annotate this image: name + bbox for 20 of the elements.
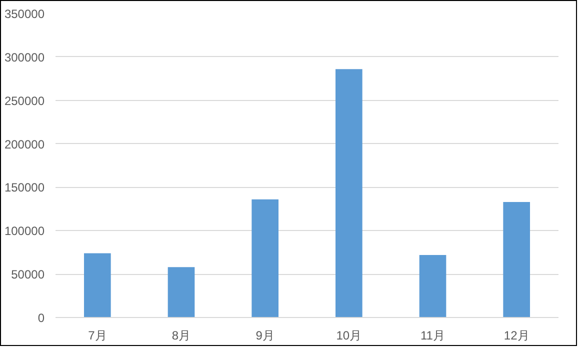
x-tick-label: 8月	[172, 328, 191, 342]
bar	[84, 253, 111, 318]
y-tick-label: 0	[38, 311, 45, 325]
x-tick-label: 7月	[88, 328, 107, 342]
y-tick-label: 100000	[4, 224, 45, 238]
x-tick-label: 12月	[504, 328, 530, 342]
y-tick-label: 300000	[4, 50, 45, 64]
bar	[252, 199, 278, 318]
y-tick-label: 150000	[4, 180, 45, 195]
bar	[503, 202, 530, 318]
x-tick-label: 10月	[336, 328, 362, 342]
y-tick-label: 50000	[11, 268, 45, 282]
bar	[419, 254, 446, 318]
y-tick-label: 250000	[4, 94, 45, 108]
x-tick-label: 11月	[420, 328, 445, 342]
y-tick-label: 350000	[4, 7, 45, 21]
bar	[168, 267, 195, 318]
x-tick-label: 9月	[256, 328, 274, 342]
bar	[336, 69, 362, 318]
y-tick-label: 200000	[4, 137, 45, 152]
